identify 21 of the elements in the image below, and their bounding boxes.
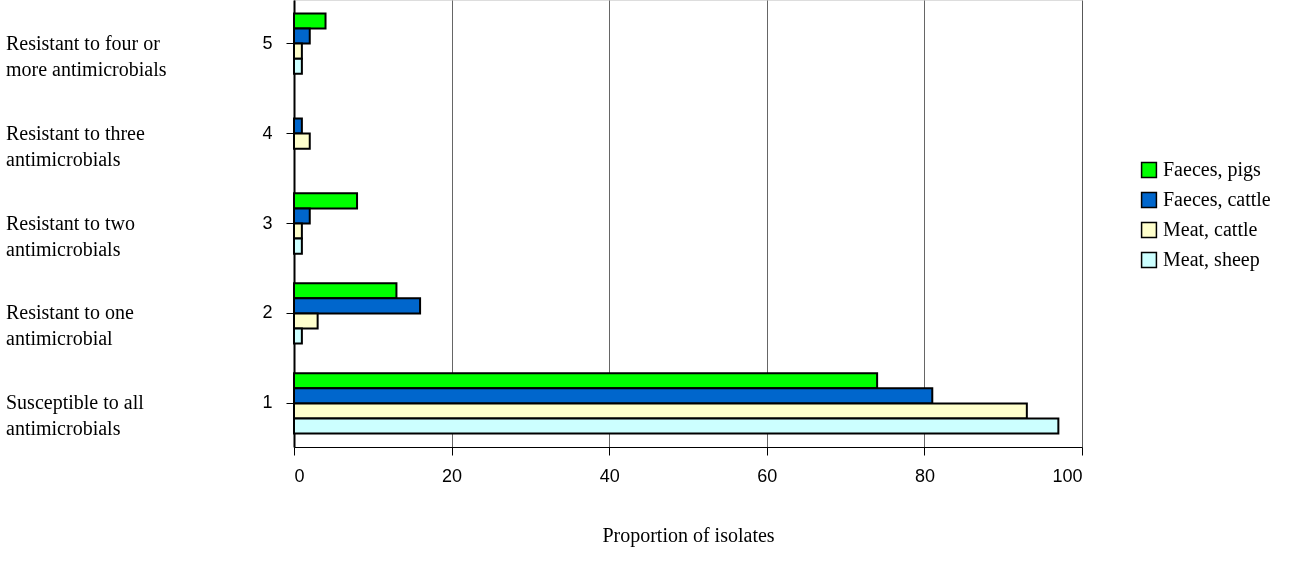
text: Resistant to two antimicrobials	[6, 211, 135, 260]
x-tick-label: 20	[442, 465, 463, 486]
x-axis-title: Proportion of isolates	[602, 523, 775, 547]
text: Resistant to three antimicrobials	[6, 121, 145, 170]
y-tick-label: 4	[262, 122, 273, 143]
text: Resistant to one antimicrobial	[6, 301, 134, 350]
x-tick-label: 100	[1052, 465, 1083, 486]
legend-label: Meat, sheep	[1163, 248, 1260, 271]
x-tick-label: 40	[599, 465, 620, 486]
legend-label: Meat, cattle	[1163, 218, 1258, 240]
x-tick-label: 0	[294, 465, 305, 486]
text: Resistant to four or more antimicrobials	[6, 31, 167, 80]
y-tick-label: 5	[262, 32, 273, 53]
text: Susceptible to all antimicrobials	[6, 391, 145, 440]
legend-label: Faeces, pigs	[1163, 158, 1261, 181]
y-tick-label: 3	[262, 212, 273, 233]
x-tick-label: 80	[914, 465, 935, 486]
legend-label: Faeces, cattle	[1163, 188, 1271, 210]
y-tick-label: 1	[262, 392, 273, 413]
y-tick-label: 2	[262, 302, 273, 323]
x-tick-label: 60	[757, 465, 778, 486]
